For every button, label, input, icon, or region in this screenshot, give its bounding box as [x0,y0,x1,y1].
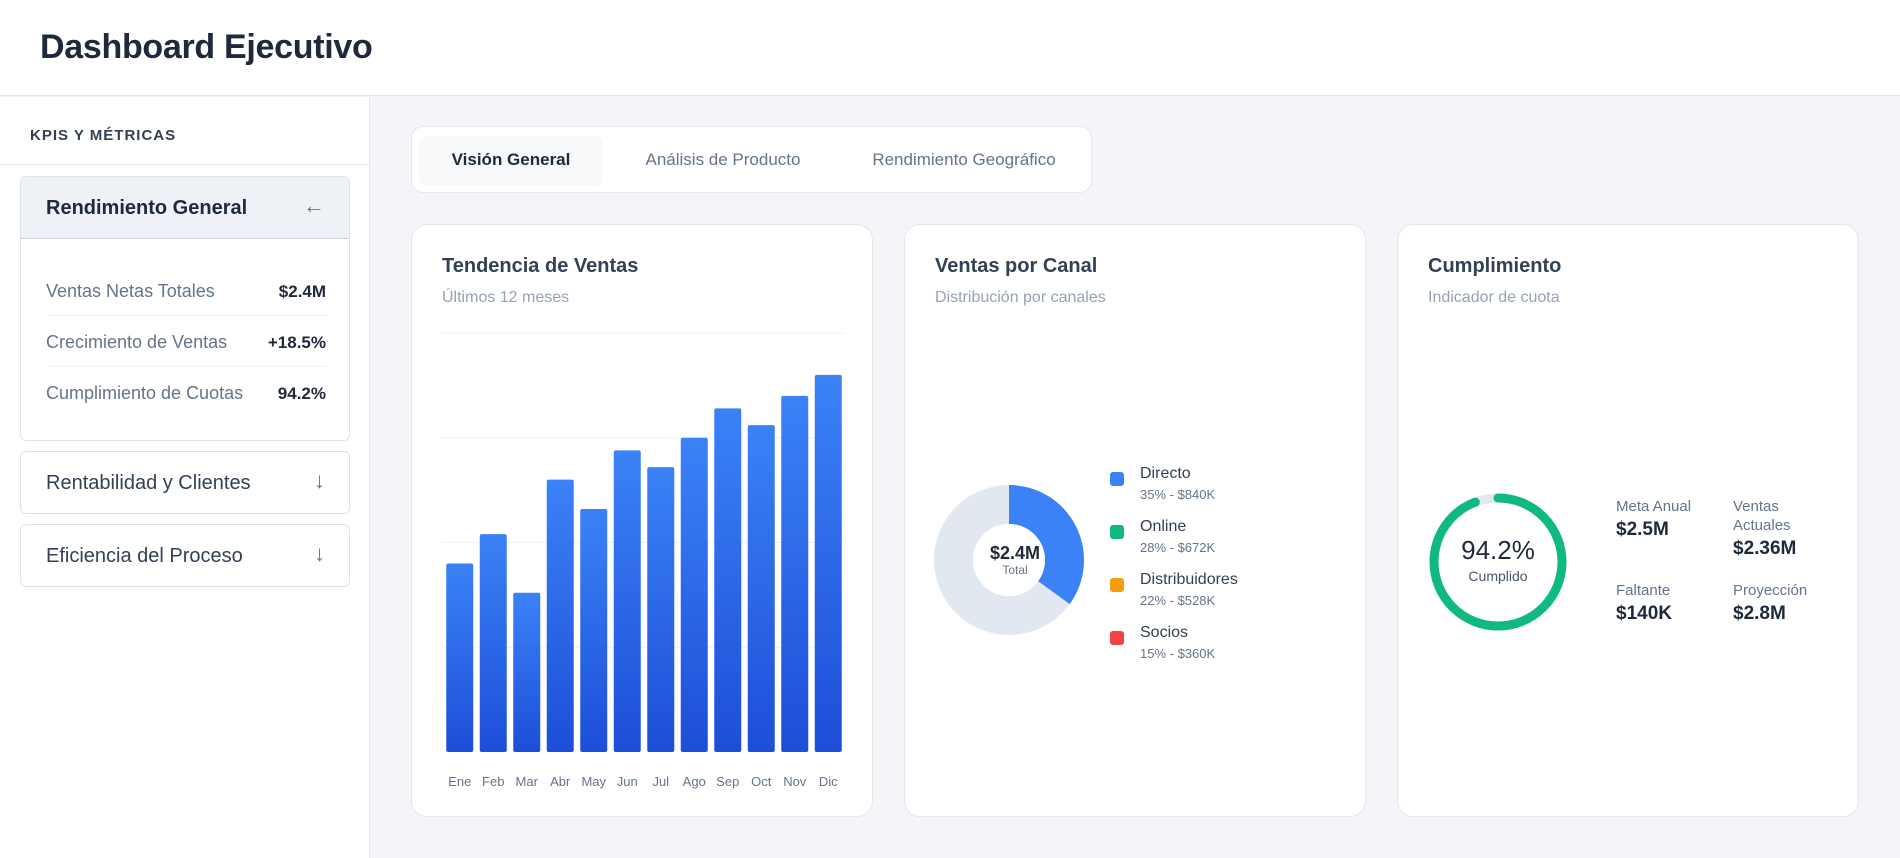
metric-value: 94.2% [277,384,326,403]
x-tick-label: Jun [617,774,638,789]
legend-detail: 15% - $360K [1140,646,1216,661]
bar-may[interactable] [580,508,608,752]
metric-value: $2.4M [278,282,326,301]
metric-row: Crecimiento de Ventas +18.5% [46,316,326,367]
x-tick-label: Feb [482,774,504,789]
arrow-down-icon: ↓ [314,468,325,493]
compliance-card: Cumplimiento Indicador de cuota 94.2% Cu… [1397,224,1859,817]
stat-label: Ventas Actuales [1733,498,1791,534]
bar-ago[interactable] [680,437,708,752]
bar-ene[interactable] [446,563,474,752]
x-tick-label: Jul [652,774,669,789]
sidebar-divider [0,164,370,165]
x-tick-label: Nov [783,774,807,789]
legend-swatch [1110,578,1124,592]
metric-label: Ventas Netas Totales [46,281,215,301]
stat-value: $2.8M [1733,603,1786,624]
accordion-title: Eficiencia del Proceso [46,545,243,567]
legend-name: Online [1140,518,1187,535]
stat-label: Meta Anual [1616,498,1692,515]
stat-meta-anual: Meta Anual $2.5M [1616,497,1736,541]
bar-nov[interactable] [781,395,809,752]
legend-name: Directo [1140,465,1191,482]
legend-detail: 22% - $528K [1140,593,1216,608]
legend-item-online: Online 28% - $672K [1110,516,1350,564]
gauge-progress-arc [1429,493,1567,631]
donut-center-label: Total [1002,563,1028,577]
donut-center-value: $2.4M [989,543,1041,563]
card-title: Tendencia de Ventas [442,255,639,277]
stat-label: Proyección [1733,582,1808,599]
legend-detail: 35% - $840K [1140,487,1216,502]
page-title: Dashboard Ejecutivo [40,28,373,66]
tab-bar: Visión General Análisis de Producto Rend… [411,126,1092,193]
donut-hole [973,524,1045,596]
metric-label: Cumplimiento de Cuotas [46,383,244,403]
stat-value: $2.5M [1616,519,1669,540]
metric-row: Cumplimiento de Cuotas 94.2% [46,367,326,418]
stat-ventas-actuales: Ventas Actuales $2.36M [1733,497,1828,560]
donut-slice-directo[interactable] [1009,485,1084,605]
stat-value: $2.36M [1733,538,1797,559]
bar-jun[interactable] [613,450,641,752]
arrow-down-icon: ↓ [314,541,325,566]
compliance-gauge [1429,493,1567,631]
arrow-left-icon: ← [303,193,325,218]
bar-oct[interactable] [747,425,775,752]
stat-proyeccion: Proyección $2.8M [1733,581,1853,625]
legend-detail: 28% - $672K [1140,540,1216,555]
x-tick-label: Mar [516,774,539,789]
legend-swatch [1110,525,1124,539]
gauge-value: 94.2% [1461,535,1535,565]
stat-faltante: Faltante $140K [1616,581,1736,625]
stat-label: Faltante [1616,582,1671,599]
accordion-title: Rendimiento General [46,197,248,219]
channel-donut-chart [934,485,1084,635]
accordion-title: Rentabilidad y Clientes [46,472,251,494]
bar-feb[interactable] [479,534,507,752]
card-subtitle: Últimos 12 meses [442,289,570,306]
x-tick-label: May [581,774,606,789]
accordion-rentabilidad-clientes[interactable]: Rentabilidad y Clientes ↓ [20,451,350,514]
x-tick-label: Abr [550,774,571,789]
sidebar-heading: KPIS Y MÉTRICAS [30,127,177,144]
card-subtitle: Indicador de cuota [1428,289,1560,306]
x-tick-label: Oct [751,774,772,789]
accordion-rendimiento-general: Rendimiento General ← Ventas Netas Total… [20,176,350,441]
card-subtitle: Distribución por canales [935,289,1106,306]
card-title: Cumplimiento [1428,255,1562,277]
legend-swatch [1110,472,1124,486]
sales-bar-chart: Ene Feb Mar Abr May Jun Jul Ago Sep Oct Nov Dic [442,332,844,789]
x-tick-label: Ene [448,774,471,789]
legend-name: Distribuidores [1140,571,1238,588]
accordion-header-rendimiento-general[interactable]: Rendimiento General ← [21,177,349,239]
sales-trend-card: Tendencia de Ventas Últimos 12 meses Ene… [411,224,873,817]
tab-vision-general[interactable]: Visión General [420,136,602,184]
legend-item-distribuidores: Distribuidores 22% - $528K [1110,569,1350,617]
card-title: Ventas por Canal [935,255,1098,277]
legend-item-socios: Socios 15% - $360K [1110,622,1350,670]
x-tick-label: Sep [716,774,739,789]
channel-sales-card: Ventas por Canal Distribución por canale… [904,224,1366,817]
sidebar: KPIS Y MÉTRICAS Rendimiento General ← Ve… [0,97,370,858]
metric-label: Crecimiento de Ventas [46,332,228,352]
metric-row: Ventas Netas Totales $2.4M [46,265,326,316]
bar-abr[interactable] [546,479,574,752]
x-tick-label: Dic [819,774,838,789]
x-tick-label: Ago [683,774,706,789]
bar-mar[interactable] [513,592,541,752]
legend-item-directo: Directo 35% - $840K [1110,463,1350,511]
tab-analisis-producto[interactable]: Análisis de Producto [645,150,801,169]
tab-rendimiento-geografico[interactable]: Rendimiento Geográfico [872,150,1056,169]
legend-name: Socios [1140,624,1189,641]
metric-value: +18.5% [267,333,326,352]
stat-value: $140K [1616,603,1672,624]
top-bar: Dashboard Ejecutivo [0,0,1900,96]
accordion-eficiencia-proceso[interactable]: Eficiencia del Proceso ↓ [20,524,350,587]
gauge-label: Cumplido [1468,568,1528,584]
bar-dic[interactable] [814,374,842,752]
bar-sep[interactable] [714,408,742,752]
bar-jul[interactable] [647,467,675,752]
legend-swatch [1110,631,1124,645]
